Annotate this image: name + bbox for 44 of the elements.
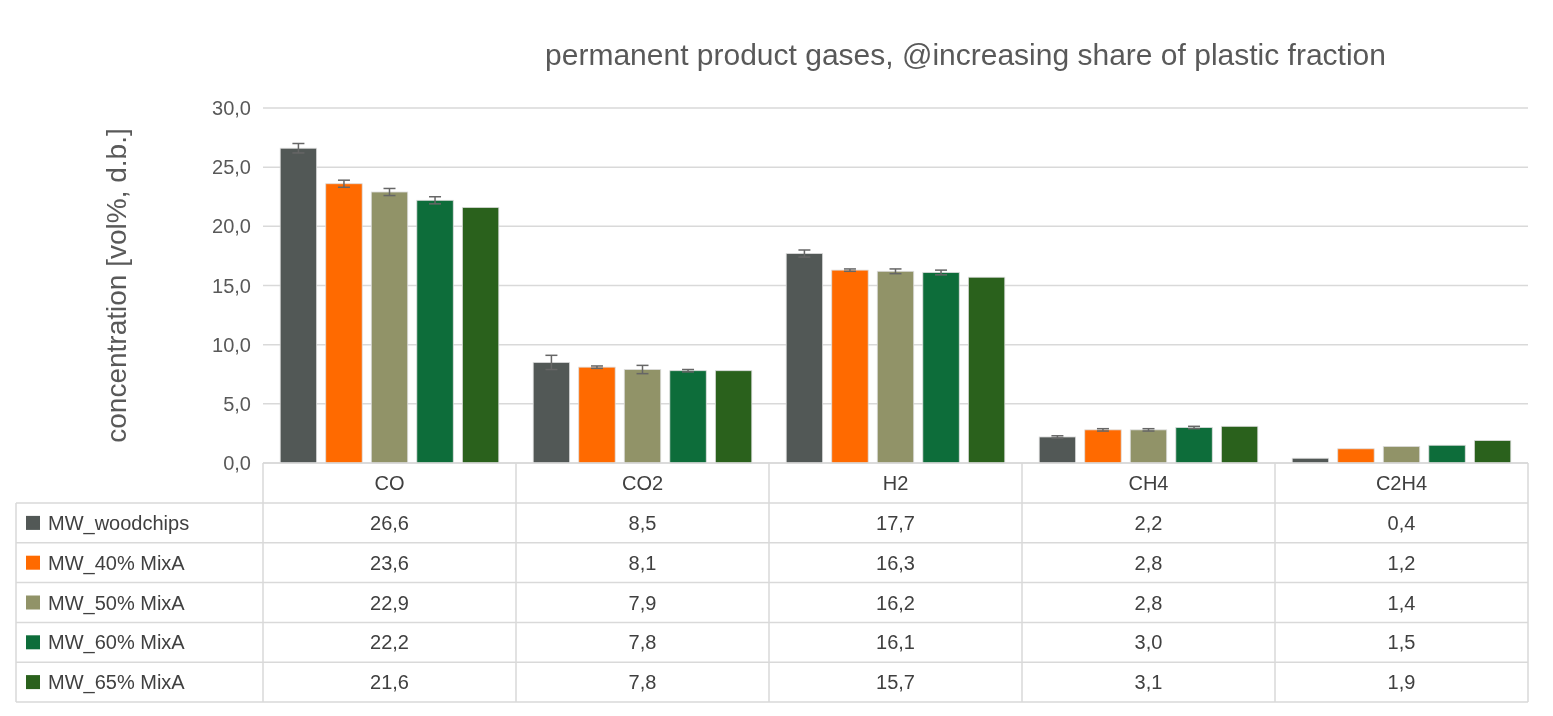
data-label: 16,2 bbox=[876, 591, 915, 614]
x-tick-label: H2 bbox=[882, 472, 909, 494]
x-tick-label: CO2 bbox=[621, 472, 664, 494]
data-label: 22,9 bbox=[370, 591, 409, 614]
data-label: 21,6 bbox=[370, 671, 409, 694]
legend-label: MW_woodchips bbox=[48, 511, 190, 535]
legend-label: MW_50% MixA bbox=[48, 591, 186, 615]
y-tick-label: 5,0 bbox=[223, 392, 251, 415]
data-label: 2,8 bbox=[1134, 551, 1163, 574]
data-label: 7,8 bbox=[628, 671, 657, 694]
legend-label: MW_65% MixA bbox=[48, 671, 186, 695]
data-label: 7,9 bbox=[628, 591, 657, 614]
data-label: 3,0 bbox=[1134, 631, 1163, 654]
y-tick-label: 30,0 bbox=[212, 97, 251, 119]
data-label: 3,1 bbox=[1134, 671, 1163, 694]
x-tick-label: CH4 bbox=[1128, 472, 1169, 494]
x-tick-label: C2H4 bbox=[1375, 472, 1428, 494]
data-label: 22,2 bbox=[370, 631, 409, 654]
y-tick-label: 25,0 bbox=[212, 156, 251, 179]
data-label: 8,1 bbox=[628, 551, 657, 574]
y-tick-label: 15,0 bbox=[212, 274, 251, 297]
data-label: 0,4 bbox=[1387, 511, 1416, 534]
y-tick-label: 0,0 bbox=[223, 452, 251, 474]
data-label: 7,8 bbox=[628, 631, 657, 654]
data-label: 2,8 bbox=[1134, 591, 1163, 614]
chart-title: permanent product gases, @increasing share of plastic fraction bbox=[545, 38, 1386, 71]
data-label: 1,2 bbox=[1387, 551, 1416, 574]
data-label: 26,6 bbox=[370, 511, 409, 534]
data-label: 1,5 bbox=[1387, 631, 1416, 654]
legend-label: MW_40% MixA bbox=[48, 551, 186, 575]
y-axis-title: concentration [vol%, d.b.] bbox=[101, 128, 132, 443]
data-label: 2,2 bbox=[1134, 511, 1163, 534]
x-tick-label: CO bbox=[374, 472, 405, 494]
data-label: 15,7 bbox=[876, 671, 915, 694]
data-label: 23,6 bbox=[370, 551, 409, 574]
data-label: 8,5 bbox=[628, 511, 657, 534]
data-label: 1,9 bbox=[1387, 671, 1416, 694]
data-label: 17,7 bbox=[876, 511, 915, 534]
y-tick-label: 20,0 bbox=[212, 215, 251, 238]
data-label: 16,3 bbox=[876, 551, 915, 574]
y-tick-label: 10,0 bbox=[212, 333, 251, 356]
data-label: 16,1 bbox=[876, 631, 915, 654]
legend-label: MW_60% MixA bbox=[48, 631, 186, 655]
data-label: 1,4 bbox=[1387, 591, 1416, 614]
